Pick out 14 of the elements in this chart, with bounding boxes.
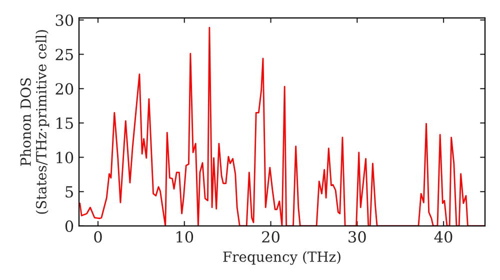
x-tick-label: 10 xyxy=(176,231,194,243)
x-tick-label: 0 xyxy=(94,231,102,243)
y-tick-label: 30 xyxy=(56,14,74,26)
y-tick-label: 20 xyxy=(56,83,74,95)
y-tick-label: 25 xyxy=(56,48,73,60)
y-tick-label: 15 xyxy=(56,117,73,129)
y-tick-label: 0 xyxy=(65,220,74,232)
x-tick-label: 40 xyxy=(434,231,452,243)
y-tick-label: 5 xyxy=(66,186,73,198)
x-tick-label: 30 xyxy=(348,231,366,243)
y-tick-label: 10 xyxy=(56,152,74,164)
y-axis-title: Phonon DOS (States/THz·primitive cell) xyxy=(20,30,50,214)
x-tick-label: 20 xyxy=(262,231,280,243)
x-axis-title: Frequency (THz) xyxy=(223,251,340,265)
